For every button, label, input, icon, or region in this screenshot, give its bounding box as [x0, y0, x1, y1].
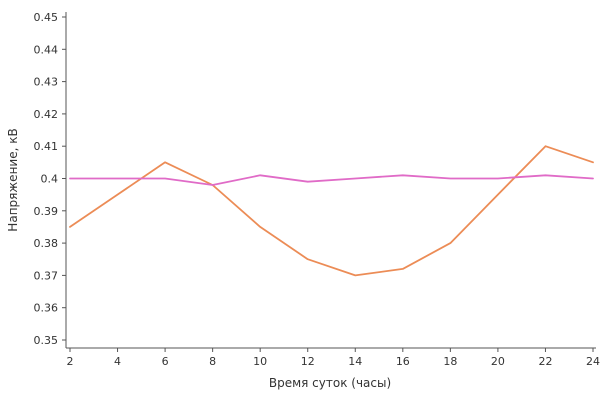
y-axis: 0.35 0.36 0.37 0.38 0.39 0.4 0.41 0.42 0.43 0.44 0…: [34, 11, 67, 348]
y-tick-label: 0.35: [34, 334, 59, 347]
y-axis-label: Напряжение, кВ: [6, 128, 20, 231]
y-tick-label: 0.37: [34, 269, 59, 282]
x-tick-label: 10: [253, 355, 267, 368]
y-tick-label: 0.45: [34, 11, 59, 24]
x-tick-label: 6: [162, 355, 169, 368]
y-tick-label: 0.38: [34, 237, 59, 250]
y-tick-label: 0.4: [41, 173, 59, 186]
x-tick-label: 4: [114, 355, 121, 368]
x-tick-label: 8: [209, 355, 216, 368]
series-line-2: [69, 174, 594, 186]
y-tick-label: 0.41: [34, 140, 59, 153]
x-tick-label: 2: [67, 355, 74, 368]
y-tick-label: 0.39: [34, 205, 59, 218]
x-axis: 2 4 6 8 10 12 14 16 18 20 22 24: [66, 347, 600, 368]
y-tick-label: 0.42: [34, 108, 59, 121]
x-tick-label: 14: [348, 355, 362, 368]
x-tick-label: 24: [586, 355, 600, 368]
x-tick-label: 18: [443, 355, 457, 368]
y-tick-label: 0.44: [34, 43, 59, 56]
x-tick-label: 22: [538, 355, 552, 368]
series-line-1: [69, 145, 594, 277]
y-tick-label: 0.36: [34, 302, 59, 315]
series-group: [69, 145, 594, 277]
x-tick-label: 20: [491, 355, 505, 368]
x-tick-label: 12: [301, 355, 315, 368]
x-tick-label: 16: [396, 355, 410, 368]
y-tick-label: 0.43: [34, 76, 59, 89]
x-axis-label: Время суток (часы): [269, 376, 391, 390]
